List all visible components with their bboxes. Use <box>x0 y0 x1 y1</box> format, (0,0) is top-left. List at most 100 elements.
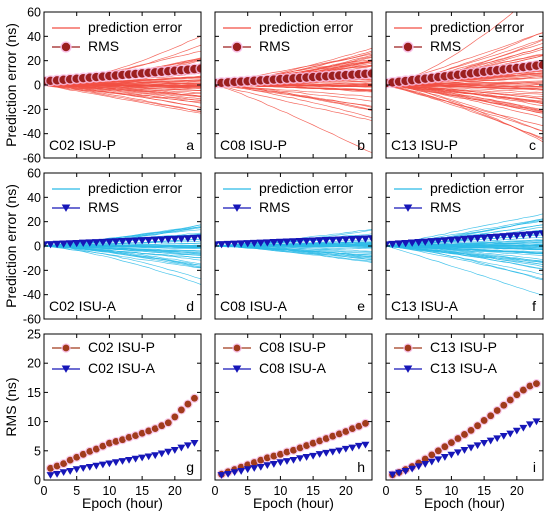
isup-point <box>474 422 481 430</box>
plot-area <box>44 224 201 285</box>
x-tick-label: 15 <box>477 484 491 498</box>
isup-point <box>362 419 369 427</box>
rms-point <box>388 240 397 249</box>
isua-point <box>460 447 469 454</box>
legend-rms-marker <box>61 42 71 52</box>
legend-isup-label: C02 ISU-P <box>88 339 155 355</box>
isua-point <box>230 469 239 477</box>
rms-point <box>519 231 528 240</box>
rms-point <box>367 69 372 78</box>
legend-rms-marker <box>403 42 413 52</box>
rms-point <box>401 239 410 248</box>
x-tick-label: 15 <box>135 484 149 498</box>
plot-area <box>44 35 201 114</box>
error-line <box>215 84 372 119</box>
isup-point <box>191 394 198 402</box>
error-line <box>386 245 543 265</box>
isua-point <box>46 472 55 479</box>
error-line <box>44 84 201 104</box>
legend-error-label: prediction error <box>430 180 524 196</box>
rms-point <box>386 241 391 249</box>
panel-label: C08 ISU-A <box>220 298 288 314</box>
panel-label: C02 ISU-A <box>49 298 117 314</box>
panel-a: prediction error RMS C02 ISU-P -60 -40 -20 0 20… <box>3 6 202 166</box>
isua-point <box>256 463 265 471</box>
x-tick-label: 0 <box>212 484 219 498</box>
rms-point <box>334 236 344 244</box>
rms-point <box>321 237 331 245</box>
isup-point <box>526 382 534 390</box>
isup-point <box>309 439 317 447</box>
isua-point <box>53 470 62 478</box>
isua-point <box>414 463 423 471</box>
legend-isua-label: C08 ISU-A <box>259 360 327 376</box>
legend-isua-label: C02 ISU-A <box>88 360 156 376</box>
isua-point <box>480 440 489 447</box>
rms-point <box>177 235 186 243</box>
error-line <box>44 84 201 94</box>
legend-rms-marker <box>61 204 71 212</box>
legend-isup-label: C08 ISU-P <box>259 339 326 355</box>
rms-point <box>183 235 193 243</box>
rms-point <box>289 238 298 246</box>
isua-point <box>341 445 350 453</box>
isua-point <box>151 452 160 460</box>
isup-point <box>428 451 436 459</box>
error-line <box>44 84 201 114</box>
panel-d: prediction error RMS C02 ISU-A -60 -40 -20 0 20… <box>3 167 202 327</box>
panel-letter: h <box>357 459 365 475</box>
isup-point <box>86 447 94 455</box>
legend-error-label: prediction error <box>88 180 182 196</box>
isua-point <box>282 458 291 465</box>
rms-point <box>440 237 450 245</box>
legend-isup-marker <box>233 344 241 352</box>
isua-point <box>85 463 94 471</box>
plot-area <box>387 379 542 480</box>
isup-point <box>467 426 475 434</box>
isup-point <box>158 422 166 430</box>
plot-area <box>386 12 543 143</box>
panel-g: C02 ISU-P C02 ISU-A 0 5 10 15 20 25 0 5 10 15 20 g RMS… <box>3 328 202 511</box>
rms-point <box>65 240 75 248</box>
x-tick-label: 15 <box>306 484 320 498</box>
error-line <box>386 84 543 114</box>
isua-point <box>361 441 370 449</box>
rms-point <box>52 240 62 249</box>
isup-point <box>303 442 310 449</box>
x-tick-label: 20 <box>510 484 524 498</box>
isua-point <box>434 456 443 464</box>
y-tick-label: -40 <box>23 127 41 141</box>
rms-point <box>420 238 430 246</box>
rms-point <box>150 236 160 244</box>
rms-point <box>505 232 515 240</box>
rms-point <box>170 235 180 244</box>
isup-point <box>487 412 495 420</box>
isua-point <box>263 462 272 469</box>
rms-point <box>525 231 535 239</box>
isua-point <box>506 430 515 438</box>
isup-point <box>348 425 356 433</box>
isup-point <box>257 456 265 464</box>
rms-point <box>453 236 463 244</box>
y-tick-label: 40 <box>27 30 41 44</box>
isua-point <box>473 442 482 450</box>
rms-point <box>269 239 279 247</box>
legend-error-label: prediction error <box>259 19 353 35</box>
error-line <box>44 245 201 269</box>
panel-letter: b <box>357 137 365 153</box>
legend-isup-label: C13 ISU-P <box>430 339 497 355</box>
y-tick-label: 0 <box>34 240 41 254</box>
isup-point <box>506 396 514 404</box>
rms-point <box>460 235 469 244</box>
isua-point <box>250 465 259 472</box>
isup-point <box>164 419 172 427</box>
isua-point <box>302 454 311 461</box>
panel-label: C13 ISU-A <box>391 298 459 314</box>
legend-rms-label: RMS <box>259 38 290 54</box>
plot-area <box>216 418 371 479</box>
plot-frame <box>385 333 544 481</box>
isup-point <box>493 407 501 414</box>
isua-point <box>486 437 495 445</box>
x-tick-label: 10 <box>444 484 458 498</box>
rms-point <box>394 240 404 248</box>
